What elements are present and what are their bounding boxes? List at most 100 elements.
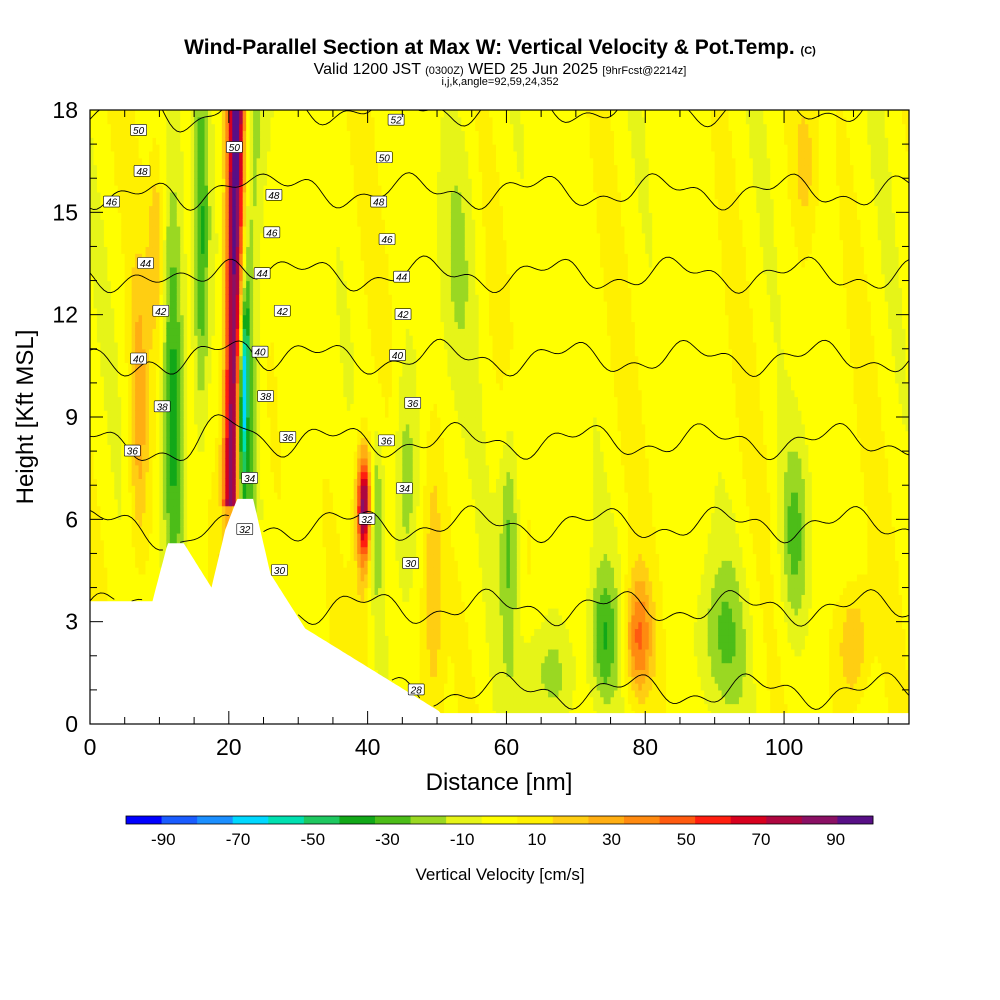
velocity-cell <box>228 437 233 445</box>
velocity-cell <box>260 471 265 479</box>
velocity-cell <box>273 451 278 459</box>
velocity-cell <box>100 307 105 316</box>
velocity-cell <box>128 314 133 323</box>
velocity-cell <box>124 164 129 172</box>
velocity-cell <box>242 376 247 384</box>
velocity-cell <box>131 430 136 439</box>
velocity-cell <box>155 485 161 493</box>
velocity-cell <box>114 185 119 193</box>
velocity-cell <box>190 423 195 432</box>
velocity-cell <box>149 116 154 125</box>
velocity-cell <box>121 225 126 234</box>
velocity-cell <box>166 410 171 418</box>
velocity-cell <box>152 430 157 439</box>
velocity-cell <box>138 403 143 411</box>
velocity-cell <box>253 130 258 138</box>
velocity-cell <box>152 437 157 445</box>
velocity-cell <box>114 526 119 534</box>
velocity-cell <box>187 280 192 288</box>
velocity-cell <box>128 266 133 275</box>
velocity-cell <box>145 512 150 520</box>
velocity-cell <box>166 314 171 323</box>
velocity-cell <box>145 144 150 152</box>
velocity-cell <box>194 492 199 500</box>
velocity-cell <box>176 185 181 193</box>
velocity-cell <box>266 321 272 329</box>
velocity-cell <box>201 396 206 404</box>
velocity-cell <box>266 437 272 445</box>
velocity-cell <box>131 178 136 186</box>
velocity-cell <box>246 123 251 132</box>
velocity-cell <box>266 335 272 343</box>
velocity-cell <box>138 185 143 193</box>
velocity-cell <box>176 150 181 159</box>
velocity-cell <box>166 396 171 404</box>
velocity-cell <box>266 341 272 350</box>
velocity-cell <box>232 212 237 220</box>
velocity-cell <box>96 328 102 336</box>
velocity-cell <box>273 417 278 425</box>
velocity-cell <box>155 423 161 432</box>
velocity-cell <box>263 539 268 548</box>
velocity-cell <box>142 546 147 555</box>
velocity-cell <box>211 164 216 172</box>
velocity-cell <box>124 171 129 179</box>
velocity-cell <box>197 396 202 404</box>
velocity-cell <box>228 376 233 384</box>
velocity-cell <box>100 171 105 179</box>
velocity-cell <box>138 335 143 343</box>
velocity-cell <box>135 526 140 534</box>
velocity-cell <box>155 150 161 159</box>
velocity-cell <box>201 110 206 118</box>
velocity-cell <box>90 389 95 398</box>
velocity-cell <box>218 185 223 193</box>
velocity-cell <box>187 355 192 364</box>
velocity-cell <box>190 110 195 118</box>
velocity-cell <box>107 451 112 459</box>
velocity-cell <box>273 430 278 439</box>
velocity-cell <box>235 307 240 316</box>
velocity-cell <box>266 417 272 425</box>
velocity-cell <box>180 478 185 486</box>
velocity-cell <box>149 239 154 248</box>
velocity-cell <box>204 526 209 534</box>
velocity-cell <box>256 294 261 302</box>
velocity-cell <box>187 287 192 295</box>
velocity-cell <box>207 246 213 254</box>
velocity-cell <box>173 532 178 541</box>
velocity-cell <box>221 198 226 207</box>
velocity-cell <box>176 355 181 364</box>
velocity-cell <box>149 198 154 207</box>
velocity-cell <box>128 171 133 179</box>
velocity-cell <box>221 362 226 370</box>
velocity-cell <box>232 301 237 309</box>
velocity-cell <box>218 287 223 295</box>
velocity-cell <box>214 423 219 432</box>
velocity-cell <box>107 423 112 432</box>
velocity-cell <box>176 294 181 302</box>
velocity-cell <box>128 471 133 479</box>
velocity-cell <box>246 389 251 398</box>
velocity-cell <box>114 123 119 132</box>
velocity-cell <box>90 451 95 459</box>
velocity-cell <box>110 287 115 295</box>
velocity-cell <box>159 301 164 309</box>
velocity-cell <box>218 205 223 213</box>
velocity-cell <box>90 519 95 527</box>
velocity-cell <box>270 430 275 439</box>
velocity-cell <box>273 157 278 166</box>
velocity-cell <box>228 205 233 213</box>
velocity-cell <box>90 144 95 152</box>
velocity-cell <box>273 219 278 227</box>
velocity-cell <box>152 512 157 520</box>
velocity-cell <box>277 321 282 329</box>
velocity-cell <box>263 137 268 145</box>
velocity-cell <box>135 423 140 432</box>
velocity-cell <box>180 219 185 227</box>
velocity-cell <box>149 457 154 466</box>
velocity-cell <box>246 198 251 207</box>
velocity-cell <box>124 580 129 589</box>
velocity-cell <box>187 301 192 309</box>
velocity-cell <box>242 437 247 445</box>
velocity-cell <box>90 485 95 493</box>
